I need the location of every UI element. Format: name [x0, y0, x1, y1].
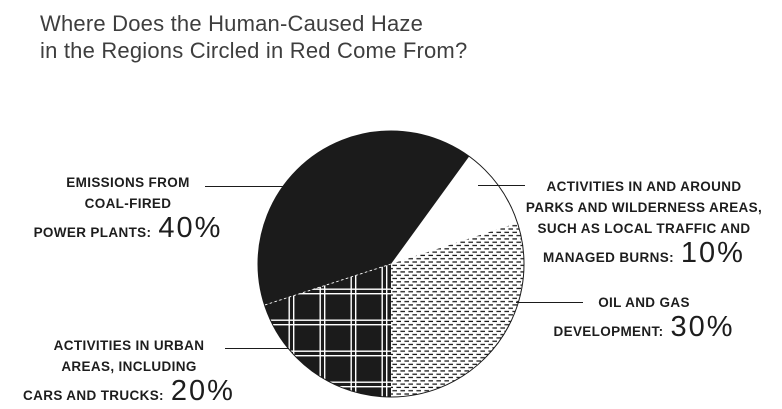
chart-title: Where Does the Human-Caused Haze in the … — [40, 10, 467, 64]
label-coal-emissions: EMISSIONS FROM COAL-FIRED POWER PLANTS: 4… — [8, 172, 248, 247]
label-urban-activities: ACTIVITIES IN URBAN AREAS, INCLUDING CAR… — [9, 335, 249, 409]
pie-slice-urban — [264, 264, 391, 397]
oil-percent-value: 30% — [670, 311, 735, 343]
urban-label-line1: ACTIVITIES IN URBAN — [53, 338, 205, 353]
label-oil-gas: OIL AND GAS DEVELOPMENT: 30% — [508, 292, 780, 346]
parks-percent-value: 10% — [680, 237, 745, 269]
urban-label-line2: AREAS, INCLUDING — [61, 359, 197, 374]
coal-label-line3: POWER PLANTS: 40% — [8, 214, 248, 247]
chart-title-line2: in the Regions Circled in Red Come From? — [40, 38, 468, 63]
slice-separator-coal-urban — [264, 263, 392, 306]
coal-label-line2: COAL-FIRED — [84, 196, 172, 211]
leader-line-urban — [225, 348, 289, 350]
coal-label-line1: EMISSIONS FROM — [66, 175, 190, 190]
urban-label-text: CARS AND TRUCKS: — [23, 388, 164, 403]
label-parks-activities: ACTIVITIES IN AND AROUND PARKS AND WILDE… — [508, 176, 780, 272]
urban-percent-value: 20% — [170, 375, 235, 407]
coal-label-text: POWER PLANTS: — [33, 225, 152, 240]
coal-percent-value: 40% — [158, 212, 223, 244]
parks-label-line1: ACTIVITIES IN AND AROUND — [546, 179, 742, 194]
oil-label-line1: OIL AND GAS — [598, 295, 690, 310]
pie-slices-group — [257, 130, 525, 398]
urban-label-line3: CARS AND TRUCKS: 20% — [9, 377, 249, 409]
pie-outline — [257, 130, 525, 398]
parks-label-line2: PARKS AND WILDERNESS AREAS, — [525, 200, 763, 215]
pie-slice-oil — [391, 222, 524, 397]
leader-line-parks — [478, 185, 525, 187]
parks-label-line4: MANAGED BURNS: 10% — [508, 239, 780, 272]
leader-line-oil — [516, 302, 583, 304]
pie-slice-parks — [391, 156, 518, 264]
oil-label-line2: DEVELOPMENT: 30% — [508, 313, 780, 346]
parks-label-line3: SUCH AS LOCAL TRAFFIC AND — [537, 221, 751, 236]
leader-line-coal — [205, 186, 284, 188]
pie-slice-coal — [257, 130, 470, 306]
chart-title-line1: Where Does the Human-Caused Haze — [40, 11, 424, 36]
oil-label-text: DEVELOPMENT: — [553, 324, 664, 339]
parks-label-text: MANAGED BURNS: — [543, 250, 674, 265]
